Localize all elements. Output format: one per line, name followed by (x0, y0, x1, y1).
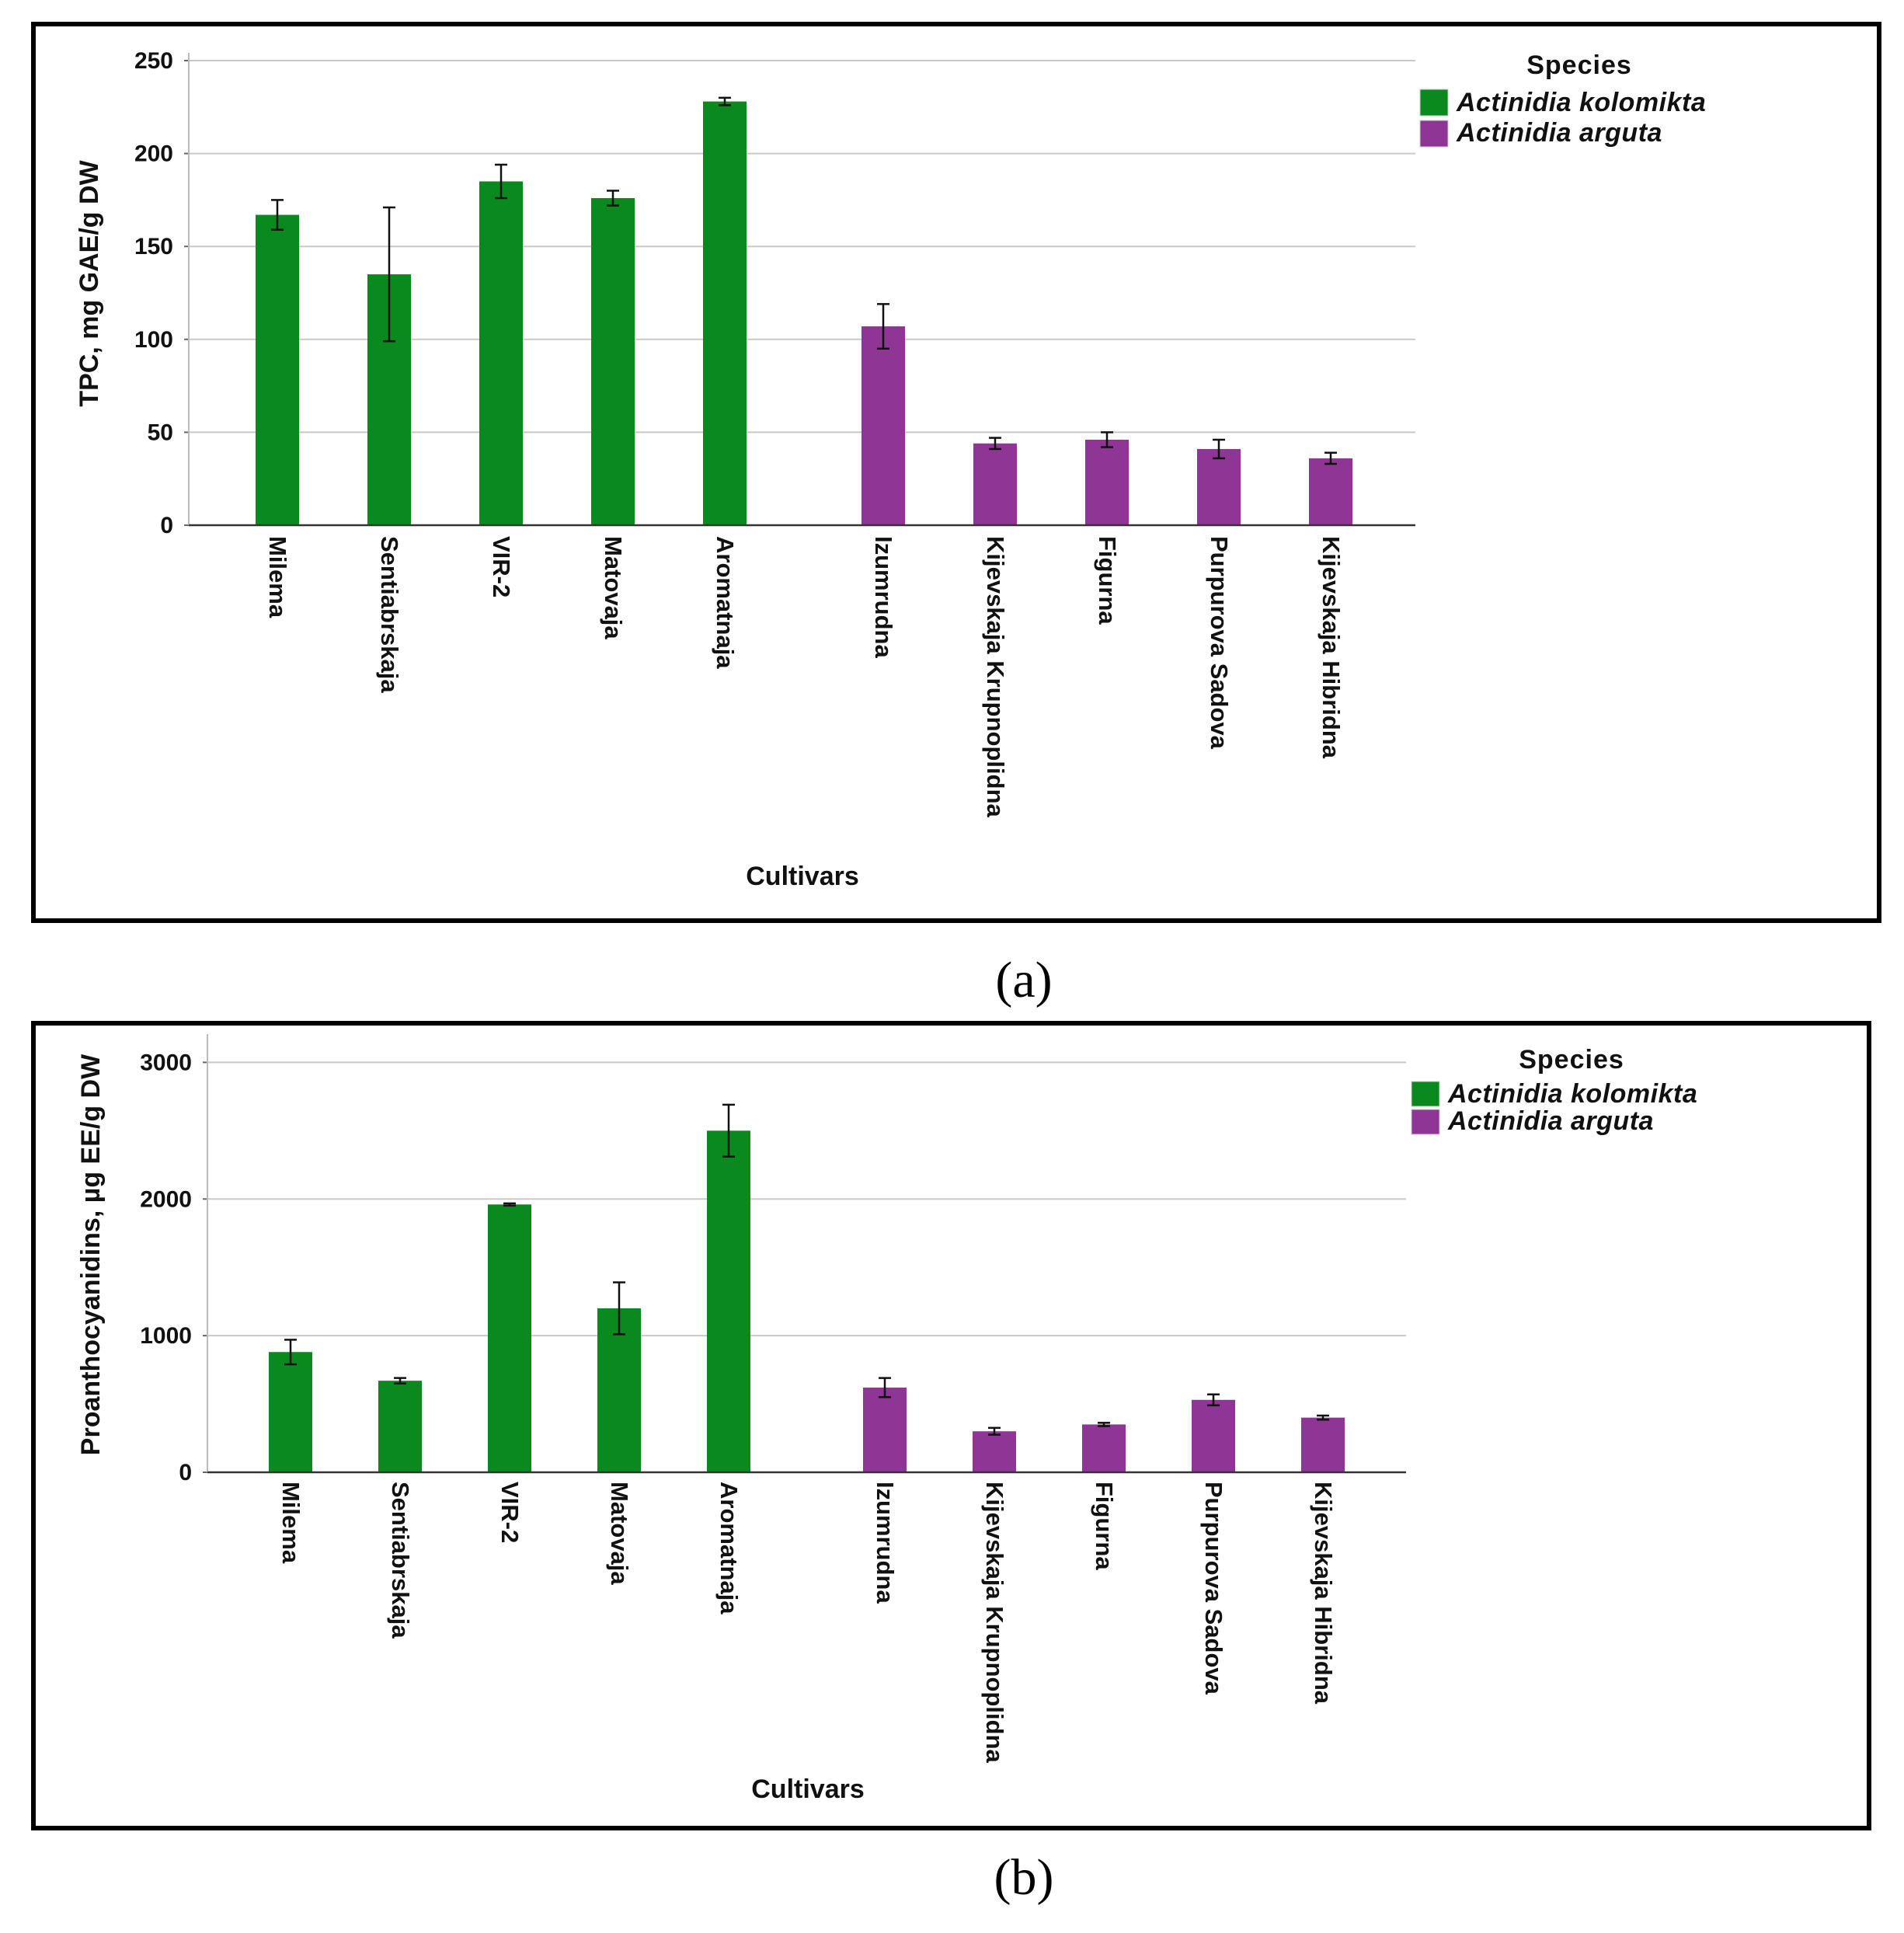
legend: Species Actinidia kolomikta Actinidia ar… (1411, 1045, 1697, 1136)
legend-swatch-kolomikta (1411, 1081, 1440, 1107)
bar-purpurova-sadova (1192, 1399, 1235, 1472)
x-tick-labels: Milema Sentiabrskaja VIR-2 Matovaja Aromatna… (264, 536, 1345, 818)
bar-aromatnaja (703, 101, 747, 525)
y-tick-label: 100 (134, 327, 173, 353)
chart-panel-b: 0 1000 2000 3000 Milema Sentiabrskaja VIR-2 Ma… (31, 1021, 1871, 1830)
x-tick-label: Milema (277, 1482, 305, 1564)
chart-panel-a: 0 50 100 150 200 250 Milema Sentiabrskaja VIR-2… (31, 22, 1881, 923)
bars (256, 101, 1352, 526)
x-tick-label: Kijevskaja Krupnoplidna (982, 536, 1009, 818)
legend-swatch-kolomikta (1419, 89, 1449, 117)
legend-label-kolomikta: Actinidia kolomikta (1447, 1079, 1697, 1109)
bar-izumrudna (861, 326, 905, 525)
bar-purpurova-sadova (1197, 448, 1241, 525)
x-tick-label: Sentiabrskaja (387, 1482, 414, 1639)
y-tick-label: 0 (160, 513, 173, 538)
error-bars (284, 1103, 1329, 1436)
legend: Species Actinidia kolomikta Actinidia ar… (1419, 51, 1706, 148)
bar-kijevskaja-krupnoplidna (973, 1431, 1016, 1472)
legend-title: Species (1526, 51, 1632, 80)
legend-title: Species (1519, 1045, 1624, 1074)
x-tick-label: VIR-2 (488, 536, 515, 597)
bar-vir-2 (479, 181, 523, 526)
bar-figurna (1082, 1424, 1126, 1472)
error-bars (271, 96, 1337, 465)
legend-swatch-arguta (1419, 120, 1449, 148)
x-tick-label: Izumrudna (872, 1482, 899, 1604)
x-axis-title: Cultivars (746, 862, 859, 891)
bar-figurna (1085, 439, 1129, 525)
y-tick-label: 1000 (140, 1323, 192, 1349)
x-tick-label: Purpurova Sadova (1200, 1482, 1227, 1695)
x-tick-label: Izumrudna (870, 536, 897, 658)
bar-milema (269, 1352, 312, 1472)
x-tick-label: Figurna (1091, 1482, 1118, 1570)
y-tick-label: 50 (148, 420, 173, 445)
bar-izumrudna (863, 1387, 907, 1472)
y-tick-labels: 0 1000 2000 3000 (140, 1050, 192, 1485)
x-tick-label: Aromatnaja (712, 536, 739, 669)
bar-kijevskaja-hibridna (1309, 458, 1352, 525)
x-tick-label: VIR-2 (496, 1482, 524, 1543)
y-tick-label: 3000 (140, 1050, 192, 1075)
caption-b: (b) (994, 1849, 1054, 1906)
x-tick-label: Kijevskaja Hibridna (1317, 536, 1345, 759)
x-tick-label: Matovaja (606, 1482, 633, 1585)
x-tick-label: Aromatnaja (715, 1482, 743, 1614)
x-tick-label: Matovaja (600, 536, 627, 639)
panel-frame (31, 22, 1881, 923)
x-tick-label: Sentiabrskaja (376, 536, 403, 693)
y-axis-title: TPC, mg GAE/g DW (75, 159, 104, 406)
bar-matovaja (597, 1308, 641, 1472)
y-tick-label: 0 (179, 1460, 192, 1485)
y-tick-label: 2000 (140, 1186, 192, 1212)
bars (269, 1130, 1345, 1472)
bar-kijevskaja-hibridna (1301, 1417, 1345, 1472)
legend-swatch-arguta (1411, 1109, 1440, 1135)
y-tick-label: 200 (134, 141, 173, 167)
caption-a: (a) (995, 952, 1052, 1008)
legend-label-arguta: Actinidia arguta (1447, 1106, 1654, 1136)
x-tick-label: Kijevskaja Krupnoplidna (981, 1482, 1008, 1764)
legend-label-arguta: Actinidia arguta (1456, 118, 1662, 148)
bar-vir-2 (488, 1204, 531, 1472)
y-axis-title: Proanthocyanidins, µg EE/g DW (76, 1054, 106, 1455)
y-tick-labels: 0 50 100 150 200 250 (134, 48, 173, 538)
bar-milema (256, 214, 299, 525)
bar-aromatnaja (707, 1130, 750, 1472)
x-tick-labels: Milema Sentiabrskaja VIR-2 Matovaja Aromatna… (277, 1482, 1337, 1764)
legend-label-kolomikta: Actinidia kolomikta (1456, 88, 1706, 117)
bar-matovaja (591, 198, 635, 525)
y-tick-label: 150 (134, 234, 173, 259)
x-tick-label: Milema (264, 536, 291, 618)
panel-frame (31, 1021, 1871, 1830)
x-tick-label: Purpurova Sadova (1206, 536, 1233, 750)
bar-kijevskaja-krupnoplidna (973, 443, 1017, 525)
x-tick-label: Figurna (1094, 536, 1121, 625)
x-tick-label: Kijevskaja Hibridna (1310, 1482, 1337, 1705)
x-axis-title: Cultivars (751, 1775, 865, 1804)
bar-sentiabrskaja (378, 1381, 422, 1472)
y-tick-label: 250 (134, 48, 173, 74)
